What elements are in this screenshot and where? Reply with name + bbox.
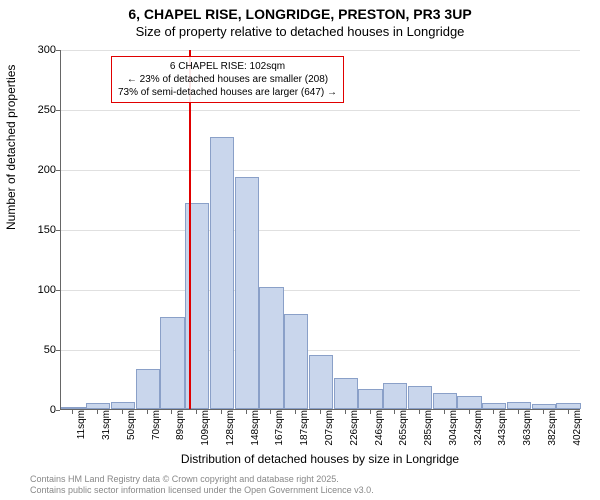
- xtick-mark: [221, 410, 222, 414]
- chart-subtitle: Size of property relative to detached ho…: [0, 24, 600, 39]
- histogram-bar: [136, 369, 160, 409]
- xtick-label: 148sqm: [250, 410, 261, 450]
- ytick-mark: [56, 50, 60, 51]
- xtick-label: 304sqm: [448, 410, 459, 450]
- xtick-label: 265sqm: [398, 410, 409, 450]
- ytick-label: 0: [16, 404, 56, 416]
- ytick-label: 50: [16, 344, 56, 356]
- grid-line: [61, 110, 580, 111]
- xtick-label: 363sqm: [522, 410, 533, 450]
- histogram-bar: [334, 378, 358, 409]
- xtick-mark: [444, 410, 445, 414]
- grid-line: [61, 230, 580, 231]
- histogram-bar: [284, 314, 308, 409]
- xtick-label: 70sqm: [151, 410, 162, 450]
- xtick-label: 167sqm: [274, 410, 285, 450]
- xtick-mark: [345, 410, 346, 414]
- xtick-label: 402sqm: [572, 410, 583, 450]
- xtick-label: 324sqm: [473, 410, 484, 450]
- ytick-label: 250: [16, 104, 56, 116]
- xtick-mark: [97, 410, 98, 414]
- xtick-mark: [568, 410, 569, 414]
- xtick-mark: [370, 410, 371, 414]
- xtick-mark: [543, 410, 544, 414]
- histogram-bar: [408, 386, 432, 409]
- annotation-line-3: 73% of semi-detached houses are larger (…: [118, 86, 337, 99]
- ytick-label: 300: [16, 44, 56, 56]
- footer-attribution: Contains HM Land Registry data © Crown c…: [30, 474, 374, 496]
- xtick-label: 226sqm: [349, 410, 360, 450]
- histogram-bar: [86, 403, 110, 409]
- y-axis-label: Number of detached properties: [4, 65, 18, 230]
- ytick-mark: [56, 170, 60, 171]
- xtick-mark: [72, 410, 73, 414]
- histogram-bar: [482, 403, 506, 409]
- xtick-mark: [493, 410, 494, 414]
- xtick-label: 382sqm: [547, 410, 558, 450]
- histogram-bar: [210, 137, 234, 409]
- histogram-bar: [532, 404, 556, 409]
- grid-line: [61, 50, 580, 51]
- xtick-label: 343sqm: [497, 410, 508, 450]
- ytick-mark: [56, 110, 60, 111]
- histogram-bar: [259, 287, 283, 409]
- xtick-label: 11sqm: [76, 410, 87, 450]
- xtick-label: 285sqm: [423, 410, 434, 450]
- xtick-mark: [469, 410, 470, 414]
- xtick-label: 109sqm: [200, 410, 211, 450]
- xtick-label: 246sqm: [374, 410, 385, 450]
- ytick-mark: [56, 230, 60, 231]
- ytick-label: 200: [16, 164, 56, 176]
- xtick-label: 207sqm: [324, 410, 335, 450]
- chart-title: 6, CHAPEL RISE, LONGRIDGE, PRESTON, PR3 …: [0, 6, 600, 22]
- histogram-bar: [309, 355, 333, 409]
- plot-area: 6 CHAPEL RISE: 102sqm ← 23% of detached …: [60, 50, 580, 410]
- histogram-bar: [556, 403, 580, 409]
- footer-line-1: Contains HM Land Registry data © Crown c…: [30, 474, 374, 485]
- histogram-bar: [457, 396, 481, 409]
- ytick-label: 100: [16, 284, 56, 296]
- histogram-bar: [235, 177, 259, 409]
- histogram-bar: [433, 393, 457, 409]
- ytick-mark: [56, 290, 60, 291]
- x-axis-label: Distribution of detached houses by size …: [60, 452, 580, 466]
- xtick-label: 50sqm: [126, 410, 137, 450]
- xtick-label: 187sqm: [299, 410, 310, 450]
- xtick-mark: [419, 410, 420, 414]
- xtick-mark: [270, 410, 271, 414]
- ytick-mark: [56, 410, 60, 411]
- xtick-mark: [518, 410, 519, 414]
- annotation-line-2: ← 23% of detached houses are smaller (20…: [118, 73, 337, 86]
- xtick-mark: [246, 410, 247, 414]
- footer-line-2: Contains public sector information licen…: [30, 485, 374, 496]
- ytick-mark: [56, 350, 60, 351]
- annotation-box: 6 CHAPEL RISE: 102sqm ← 23% of detached …: [111, 56, 344, 103]
- marker-line: [189, 50, 191, 409]
- annotation-line-1: 6 CHAPEL RISE: 102sqm: [118, 60, 337, 73]
- histogram-bar: [111, 402, 135, 409]
- histogram-bar: [358, 389, 382, 409]
- xtick-mark: [122, 410, 123, 414]
- histogram-bar: [160, 317, 184, 409]
- xtick-label: 31sqm: [101, 410, 112, 450]
- chart-container: 6, CHAPEL RISE, LONGRIDGE, PRESTON, PR3 …: [0, 0, 600, 500]
- xtick-mark: [171, 410, 172, 414]
- histogram-bar: [507, 402, 531, 409]
- histogram-bar: [61, 407, 85, 409]
- xtick-mark: [394, 410, 395, 414]
- grid-line: [61, 350, 580, 351]
- xtick-mark: [196, 410, 197, 414]
- histogram-bar: [383, 383, 407, 409]
- xtick-mark: [295, 410, 296, 414]
- grid-line: [61, 290, 580, 291]
- xtick-label: 89sqm: [175, 410, 186, 450]
- ytick-label: 150: [16, 224, 56, 236]
- xtick-mark: [320, 410, 321, 414]
- xtick-mark: [147, 410, 148, 414]
- xtick-label: 128sqm: [225, 410, 236, 450]
- grid-line: [61, 170, 580, 171]
